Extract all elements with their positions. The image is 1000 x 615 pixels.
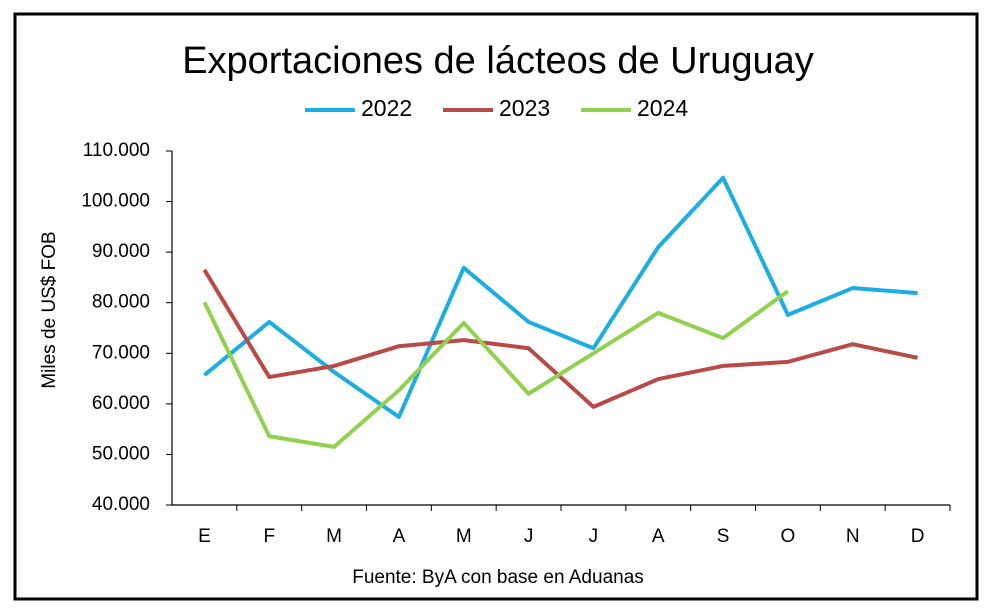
x-tick-label: M — [326, 526, 342, 547]
x-tick-label: N — [846, 526, 860, 547]
legend-label: 2024 — [637, 95, 688, 121]
y-tick-label: 80.000 — [92, 292, 150, 313]
x-tick-label: J — [589, 526, 599, 547]
x-tick-label: A — [652, 526, 665, 547]
frame — [13, 12, 979, 601]
x-tick-label: M — [456, 526, 472, 547]
y-tick-label: 40.000 — [92, 494, 150, 515]
legend-label: 2023 — [499, 95, 550, 121]
y-axis-title: Miles de US$ FOB — [39, 231, 60, 388]
x-tick-label: F — [263, 526, 275, 547]
series-line — [202, 289, 790, 449]
legend-label: 2022 — [361, 95, 412, 121]
x-tick-label: A — [393, 526, 406, 547]
y-tick-label: 50.000 — [92, 443, 150, 464]
x-tick-label: D — [911, 526, 925, 547]
series-line — [202, 268, 918, 409]
x-tick-label: S — [717, 526, 730, 547]
series-line — [203, 175, 918, 420]
chart-title: Exportaciones de lácteos de Uruguay — [182, 40, 814, 82]
x-tick-label: O — [781, 526, 796, 547]
y-tick-label: 90.000 — [92, 241, 150, 262]
x-tick-label: J — [524, 526, 534, 547]
y-tick-label: 60.000 — [92, 393, 150, 414]
y-tick-label: 100.000 — [81, 191, 150, 212]
source-note: Fuente: ByA con base en Aduanas — [352, 567, 644, 588]
x-tick-label: E — [198, 526, 211, 547]
y-tick-label: 110.000 — [83, 140, 150, 161]
y-tick-label: 70.000 — [92, 342, 150, 363]
